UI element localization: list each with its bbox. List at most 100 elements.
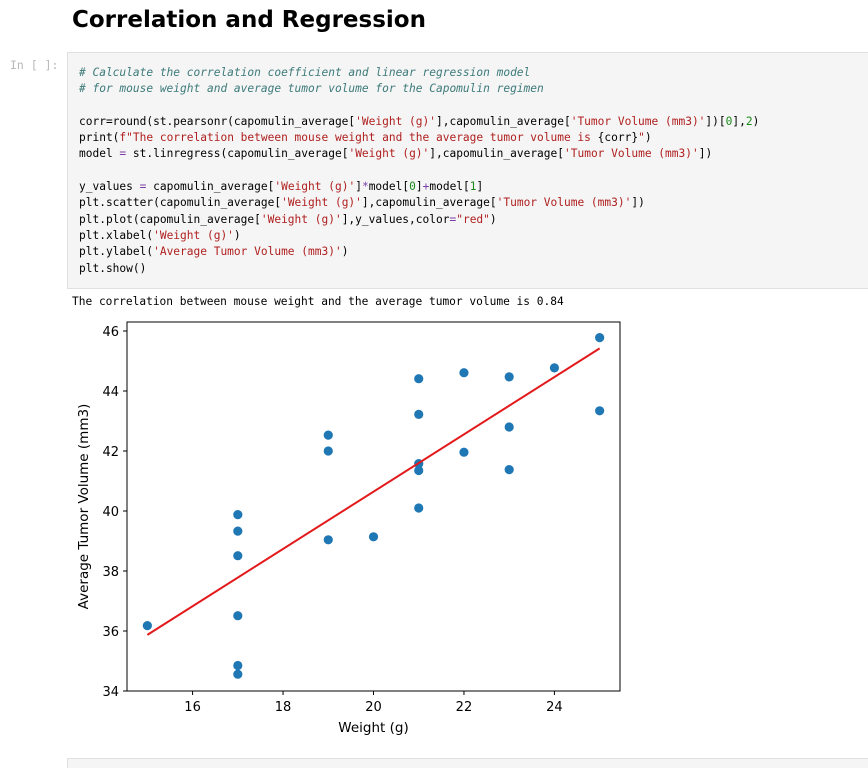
x-tick-label: 18 <box>275 700 292 715</box>
plot-frame <box>126 321 621 692</box>
code-token: ], <box>732 114 746 128</box>
code-token: plt.scatter(capomulin_average[ <box>79 196 282 210</box>
data-point <box>414 374 424 384</box>
code-token: ] <box>476 180 484 194</box>
code-cell[interactable]: # Calculate the correlation coefficient … <box>67 52 868 289</box>
code-token: model <box>79 147 120 161</box>
x-tick-label: 22 <box>456 700 473 715</box>
data-point <box>323 430 333 440</box>
data-point <box>323 535 333 545</box>
data-point <box>459 447 469 457</box>
code-token: ])[ <box>705 114 726 128</box>
data-point <box>233 611 243 621</box>
data-point <box>414 503 424 513</box>
code-token: 'Average Tumor Volume (mm3)' <box>153 245 342 259</box>
y-tick-label: 34 <box>102 685 119 700</box>
code-token: model[ <box>429 180 470 194</box>
x-tick-label: 24 <box>546 700 563 715</box>
code-token: ) <box>644 131 652 145</box>
code-token: 0 <box>725 114 733 128</box>
y-tick-label: 40 <box>102 505 119 520</box>
code-token: 'Weight (g)' <box>153 228 234 242</box>
cell-output-text: The correlation between mouse weight and… <box>72 295 564 308</box>
data-point <box>459 368 469 378</box>
y-tick-label: 38 <box>102 565 119 580</box>
code-token: st.linregress(capomulin_average[ <box>126 147 349 161</box>
code-token: ] <box>415 180 423 194</box>
code-token: ],y_values,color <box>341 212 450 226</box>
code-token: ]) <box>631 196 645 210</box>
data-point <box>595 333 605 343</box>
cell-prompt: In [ ]: <box>10 58 59 72</box>
code-token: ]) <box>698 147 713 161</box>
code-token: * <box>361 180 369 194</box>
data-point <box>233 551 243 561</box>
code-line: plt.xlabel('Weight (g)') <box>79 228 759 244</box>
section-heading: Correlation and Regression <box>72 7 426 33</box>
code-token: + <box>422 180 430 194</box>
code-token: # Calculate the correlation coefficient … <box>79 66 531 79</box>
next-code-cell[interactable] <box>67 758 868 768</box>
code-token: 1 <box>469 180 477 194</box>
code-token: 'Tumor Volume (mm3)' <box>496 196 632 210</box>
code-line: plt.scatter(capomulin_average['Weight (g… <box>79 195 759 211</box>
code-token: 'Weight (g)' <box>348 147 430 161</box>
code-token: y_values <box>79 180 140 194</box>
code-token: 'Tumor Volume (mm3)' <box>570 114 706 128</box>
code-token: {corr} <box>597 131 639 145</box>
code-line: # Calculate the correlation coefficient … <box>79 65 759 81</box>
code-token: ) <box>341 245 349 259</box>
code-token: ) <box>752 114 760 128</box>
code-token: model[ <box>368 180 410 194</box>
code-token: # for mouse weight and average tumor vol… <box>79 82 544 96</box>
code-token: f"The correlation between mouse weight a… <box>119 131 598 145</box>
regression-line <box>146 347 601 636</box>
data-point <box>549 363 560 373</box>
data-point <box>414 465 424 476</box>
code-line: plt.show() <box>79 261 759 277</box>
code-line: plt.plot(capomulin_average['Weight (g)']… <box>79 212 759 228</box>
code-token: ) <box>233 228 241 242</box>
data-point <box>414 409 424 419</box>
code-line: # for mouse weight and average tumor vol… <box>79 81 759 97</box>
x-axis-label: Weight (g) <box>338 720 408 736</box>
y-axis-label: Average Tumor Volume (mm3) <box>76 404 92 610</box>
x-tick-label: 16 <box>184 700 201 715</box>
data-point <box>595 406 605 416</box>
code-token: plt.xlabel( <box>79 228 154 242</box>
y-tick-label: 36 <box>102 625 119 640</box>
code-token: capomulin_average[ <box>146 180 275 194</box>
code-token: ],capomulin_average[ <box>361 196 497 210</box>
code-token: plt.show() <box>79 261 147 275</box>
code-token: ],capomulin_average[ <box>429 147 564 161</box>
data-point <box>504 372 514 382</box>
code-token: 'Weight (g)' <box>355 114 436 128</box>
code-token: corr=round(st.pearsonr(capomulin_average… <box>79 114 356 128</box>
code-token: 'Weight (g)' <box>260 212 342 226</box>
data-point <box>233 526 243 536</box>
code-token: 'Weight (g)' <box>274 180 356 194</box>
data-point <box>504 465 514 475</box>
code-line: corr=round(st.pearsonr(capomulin_average… <box>79 114 759 130</box>
code-token: = <box>139 180 147 194</box>
y-tick-label: 42 <box>102 445 119 460</box>
data-point <box>368 532 379 542</box>
code-token: 2 <box>745 114 753 128</box>
data-point <box>233 509 243 520</box>
code-token: "red" <box>456 212 490 226</box>
code-editor[interactable]: # Calculate the correlation coefficient … <box>79 65 759 277</box>
data-point <box>504 422 514 432</box>
data-point <box>233 660 243 671</box>
y-tick-label: 44 <box>102 385 119 400</box>
code-token: ],capomulin_average[ <box>435 114 571 128</box>
code-token: = <box>119 147 127 161</box>
code-token: " <box>638 131 645 145</box>
code-line: print(f"The correlation between mouse we… <box>79 130 759 146</box>
code-line: plt.ylabel('Average Tumor Volume (mm3)') <box>79 244 759 260</box>
code-token: 0 <box>409 180 416 194</box>
code-token: plt.ylabel( <box>79 245 154 259</box>
data-point <box>233 669 243 679</box>
code-line: model = st.linregress(capomulin_average[… <box>79 146 759 162</box>
x-tick-label: 20 <box>365 700 382 715</box>
